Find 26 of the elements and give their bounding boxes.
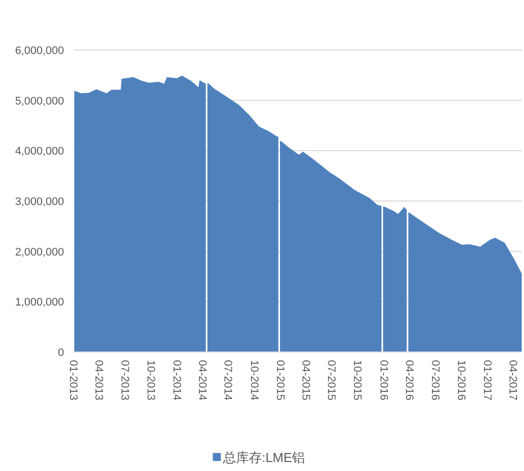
x-tick-label: 01-2014 — [170, 360, 182, 400]
x-tick-label: 10-2014 — [248, 360, 260, 400]
x-tick-label: 04-2014 — [196, 360, 208, 400]
x-tick-label: 01-2016 — [377, 360, 390, 400]
y-tick-label: 6,000,000 — [15, 45, 64, 57]
y-tick-label: 4,000,000 — [15, 146, 64, 158]
y-tick-label: 1,000,000 — [15, 296, 64, 309]
x-tick-label: 07-2016 — [428, 360, 441, 400]
x-tick-label: 07-2014 — [222, 360, 234, 400]
x-tick-label: 07-2013 — [118, 360, 130, 400]
x-tick-label: 04-2016 — [403, 360, 416, 400]
x-tick-label: 10-2015 — [351, 360, 364, 400]
x-tick-label: 01-2015 — [274, 360, 286, 400]
x-tick-label: 01-2017 — [480, 360, 493, 400]
y-tick-label: 5,000,000 — [15, 95, 64, 108]
x-tick-label: 10-2016 — [454, 360, 467, 400]
x-tick-label: 07-2015 — [325, 360, 338, 400]
y-tick-label: 0 — [58, 347, 64, 359]
x-tick-label: 10-2013 — [144, 360, 156, 400]
y-tick-label: 2,000,000 — [15, 246, 64, 258]
legend-label: 总库存:LME铝 — [222, 450, 306, 465]
x-tick-label: 04-2015 — [299, 360, 312, 400]
x-tick-label: 04-2013 — [92, 360, 105, 400]
x-tick-label: 01-2013 — [67, 360, 79, 400]
y-tick-label: 3,000,000 — [15, 196, 64, 208]
x-tick-label: 04-2017 — [506, 360, 518, 400]
